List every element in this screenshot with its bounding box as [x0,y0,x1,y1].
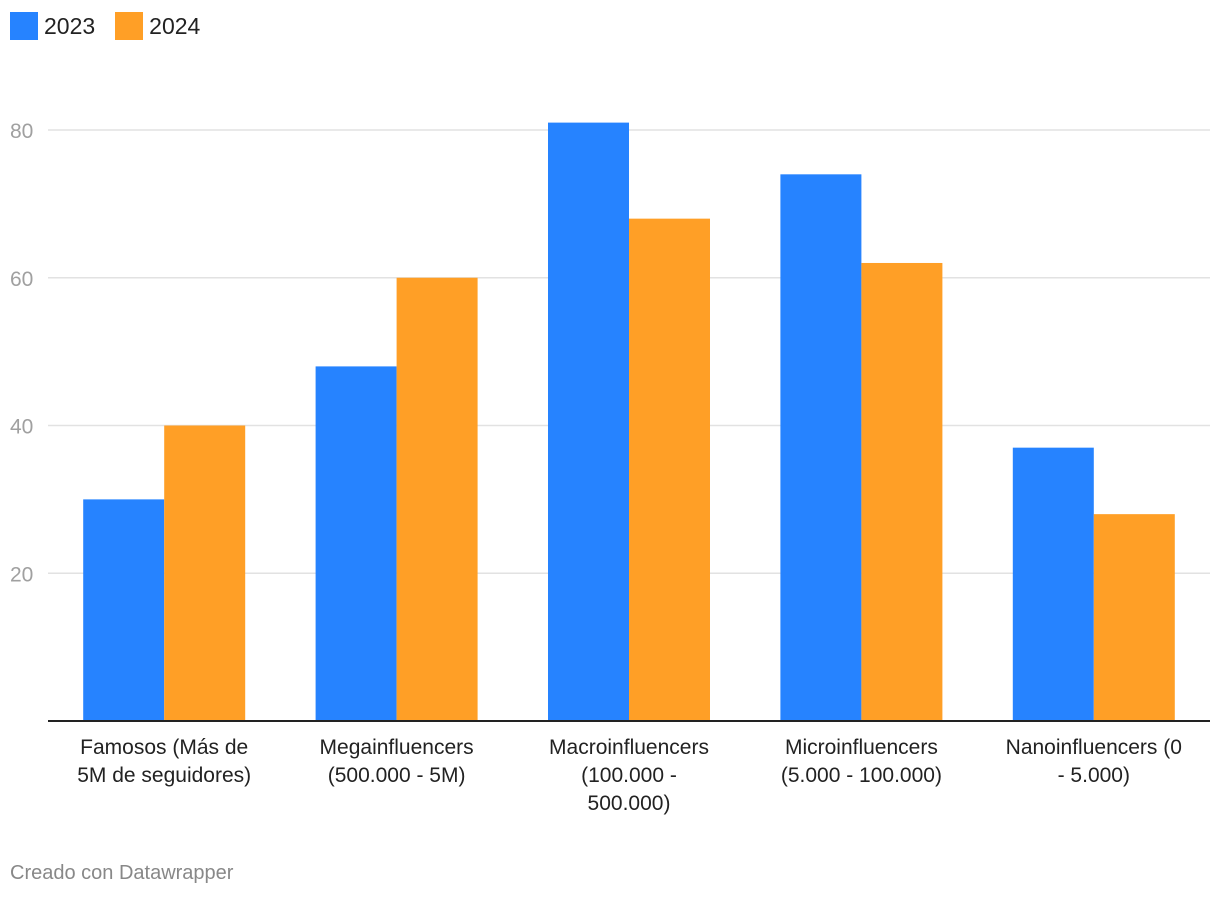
bar-2024-4 [1093,514,1175,721]
legend-swatch-2024 [115,12,144,40]
bar-2023-2 [548,122,629,722]
x-tick-label: Microinfluencers (5.000 - 100.000) [781,736,942,787]
legend-item-2024: 2024 [115,12,200,40]
bar-2024-3 [861,262,943,721]
x-tick-label: Nanoinfluencers (0 - 5.000) [1006,736,1182,787]
x-tick-label-line: (500.000 - 5M) [328,764,466,787]
bar-2023-0 [83,499,165,721]
x-tick-label-line: 5M de seguidores) [77,764,251,787]
legend-swatch-2023 [10,12,38,40]
x-tick-label-line: Megainfluencers [320,736,474,759]
footer-credit: Creado con Datawrapper [10,862,234,884]
y-tick-label: 40 [10,416,33,439]
x-tick-label-line: - 5.000) [1058,764,1130,787]
x-tick-label: Megainfluencers (500.000 - 5M) [320,736,474,787]
legend-label-2023: 2023 [44,12,96,39]
legend: 2023 2024 [10,12,220,40]
y-tick-label: 20 [10,563,33,586]
x-tick-label-line: Nanoinfluencers (0 [1006,736,1182,759]
bar-2024-0 [164,425,246,721]
x-tick-label-line: (5.000 - 100.000) [781,764,942,787]
bar-2023-1 [315,366,397,721]
bar-2024-2 [629,218,710,721]
y-tick-label: 60 [10,268,33,291]
x-tick-label-line: Famosos (Más de [80,736,248,759]
bar-2023-4 [1012,447,1094,721]
x-tick-label-line: Microinfluencers [785,736,938,759]
bar-2024-1 [396,277,478,721]
legend-item-2023: 2023 [10,12,95,40]
bar-2023-3 [780,174,862,721]
x-tick-label-line: Macroinfluencers [549,736,709,759]
x-tick-label-line: (100.000 - [581,764,677,787]
x-tick-label-line: 500.000) [588,792,671,815]
y-tick-label: 80 [10,120,33,143]
x-tick-label: Famosos (Más de 5M de seguidores) [77,736,251,787]
legend-label-2024: 2024 [149,12,201,39]
x-tick-label: Macroinfluencers (100.000 - 500.000) [549,736,709,815]
